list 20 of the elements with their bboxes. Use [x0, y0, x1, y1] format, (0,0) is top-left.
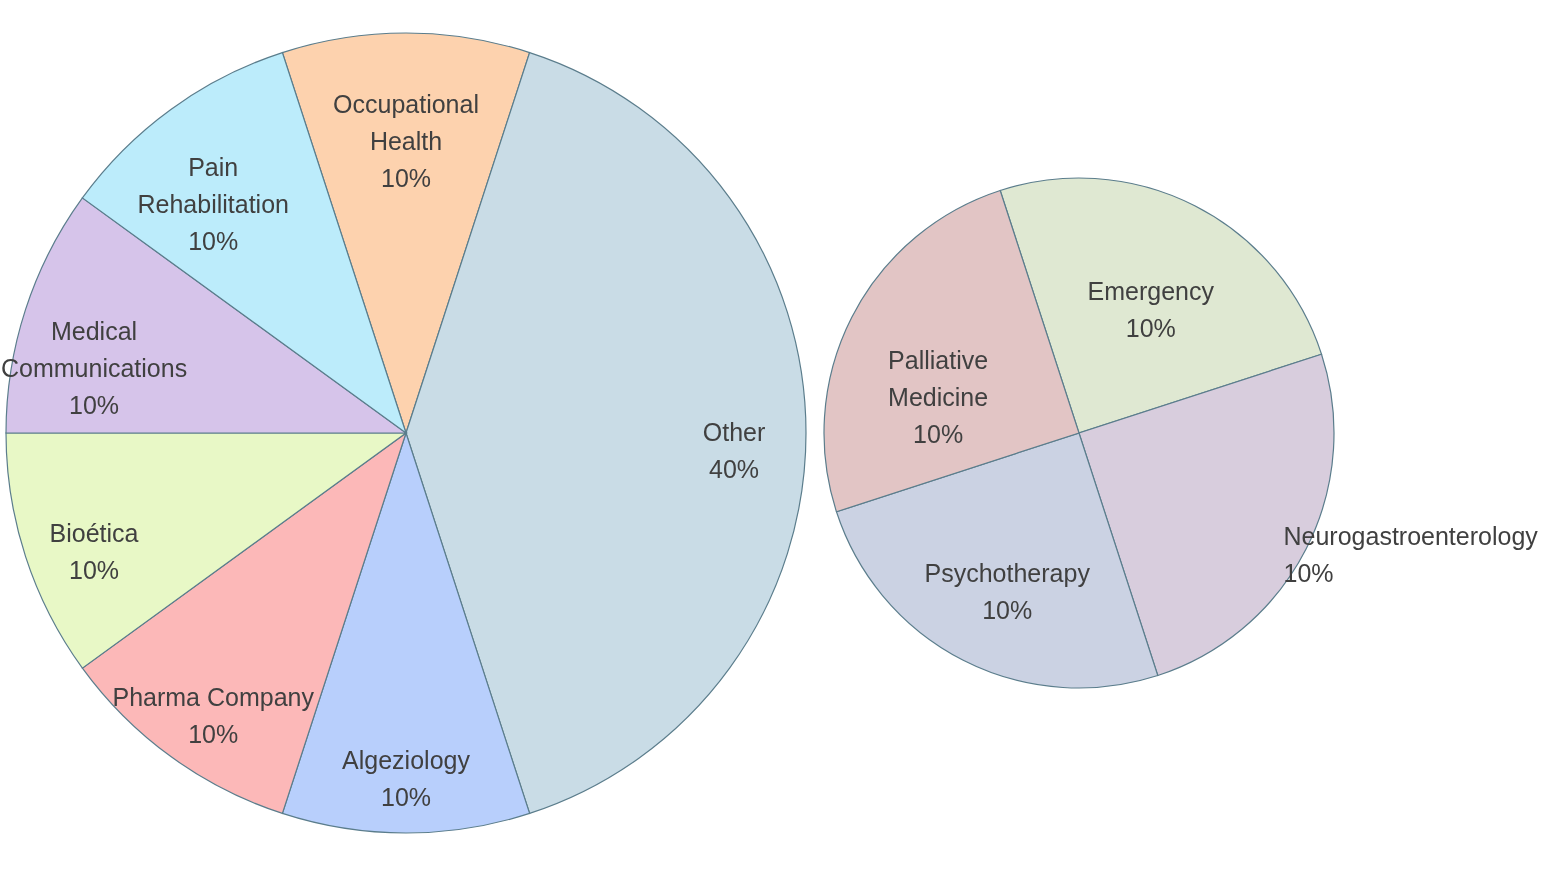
data-label: 10%	[188, 720, 239, 749]
slice-label: Pain Rehabilitation	[137, 152, 289, 218]
slice-label: Occupational Health	[333, 90, 479, 155]
slice-label: Palliative Medicine	[888, 346, 989, 412]
slice-label: Other	[702, 418, 766, 446]
data-label: 10%	[69, 390, 120, 419]
data-label: 10%	[1125, 314, 1176, 343]
slice-label: Pharma Company	[112, 683, 315, 712]
data-label: 40%	[708, 455, 760, 483]
data-label: 10%	[913, 420, 964, 449]
slice-label: Psychotherapy	[924, 558, 1091, 587]
slice-label: Emergency	[1087, 277, 1215, 306]
data-label: 10%	[380, 164, 432, 192]
data-label: 10%	[69, 556, 120, 585]
slice-label: Algeziology	[342, 746, 471, 774]
data-label: 10%	[982, 595, 1033, 624]
data-label: 10%	[188, 226, 239, 255]
slice-label: Medical Communications	[0, 316, 188, 382]
data-label: 10%	[380, 783, 432, 811]
slice-label: Bioética	[49, 519, 139, 548]
